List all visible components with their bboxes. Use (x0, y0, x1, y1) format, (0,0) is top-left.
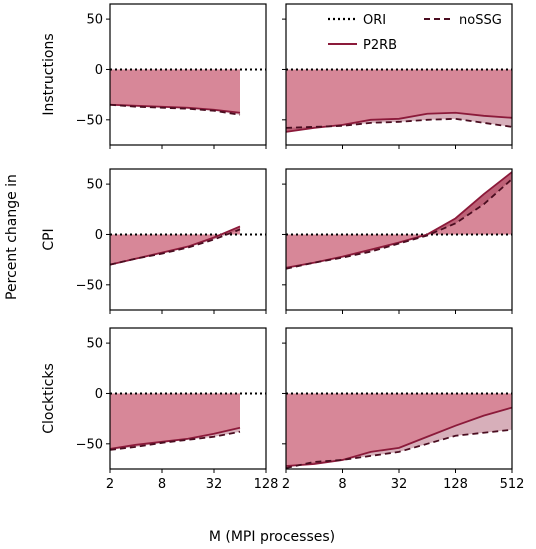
y-tick-label: −50 (76, 113, 103, 128)
y-axis-label: Percent change in (4, 174, 20, 300)
panel-cpi-0: 50 0 −50 CPI (41, 168, 267, 314)
y-tick-label: 0 (95, 63, 103, 78)
x-tick-label: 512 (500, 477, 525, 492)
p2rb-line (285, 111, 513, 133)
legend: ORI noSSG P2RB (328, 13, 502, 53)
x-tick-label: 2 (282, 477, 290, 492)
y-tick-label: 50 (86, 337, 103, 352)
p2rb-line (285, 171, 513, 269)
row-label: Clockticks (41, 363, 57, 434)
y-tick-label: 0 (95, 387, 103, 402)
legend-p2rb-label: P2RB (363, 38, 397, 53)
x-axis-label: M (MPI processes) (209, 529, 335, 545)
p2rb-area (110, 226, 240, 265)
x-tick-label: 2 (106, 477, 114, 492)
x-tick-label: 128 (254, 477, 279, 492)
x-tick-label: 32 (391, 477, 408, 492)
p2rb-line (285, 406, 513, 467)
nossg-line (285, 117, 513, 129)
x-tick-label: 8 (158, 477, 166, 492)
y-tick-label: 0 (95, 228, 103, 243)
row-label: CPI (41, 228, 57, 250)
panel-frame (109, 168, 267, 311)
nossg-line (109, 430, 241, 451)
p2rb-line (109, 426, 241, 450)
y-tick-label: 50 (86, 178, 103, 193)
p2rb-area (110, 69, 240, 113)
p2rb-area (286, 393, 512, 466)
x-tick-label: 8 (338, 477, 346, 492)
panel-instructions-1 (282, 3, 513, 149)
nossg-line (285, 428, 513, 469)
nossg-line (109, 103, 241, 116)
panel-clockticks-1: 2 8 32 128 512 (282, 327, 525, 492)
panel-cpi-1 (282, 168, 513, 314)
panel-frame (109, 3, 267, 146)
p2rb-area (286, 69, 512, 132)
legend-ori-label: ORI (363, 13, 386, 28)
nossg-line (109, 228, 241, 266)
nossg-line (285, 178, 513, 270)
panel-frame (109, 327, 267, 470)
panel-clockticks-0: 50 0 −50 2 8 32 128 Clockticks (41, 327, 279, 492)
y-tick-label: 50 (86, 13, 103, 28)
legend-nossg-label: noSSG (459, 13, 502, 28)
y-tick-label: −50 (76, 437, 103, 452)
panel-instructions-0: 50 0 −50 Instructions (41, 3, 267, 149)
x-tick-label: 128 (443, 477, 468, 492)
gap-area (286, 112, 512, 132)
row-label: Instructions (41, 33, 57, 115)
y-tick-label: −50 (76, 278, 103, 293)
x-tick-label: 32 (206, 477, 223, 492)
p2rb-area (286, 172, 512, 268)
p2rb-area (110, 393, 240, 449)
